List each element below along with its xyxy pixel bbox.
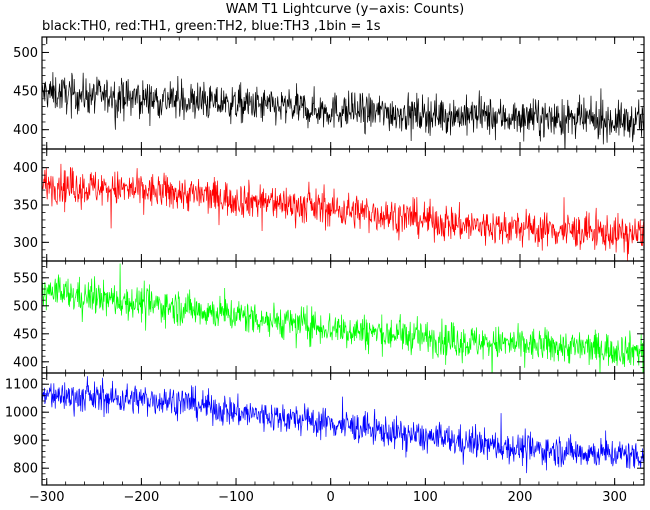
x-tick-label: −300 — [29, 490, 65, 505]
x-tick-label: 300 — [602, 490, 627, 505]
y-tick-label: 550 — [13, 271, 38, 286]
series-th3-line — [42, 376, 644, 474]
panel-frame — [41, 148, 645, 262]
chart-subtitle: black:TH0, red:TH1, green:TH2, blue:TH3 … — [42, 19, 381, 34]
y-tick-label: 900 — [13, 434, 38, 449]
series-th0-line — [42, 72, 644, 149]
y-tick-label: 500 — [13, 299, 38, 314]
series-th1-line — [42, 163, 644, 261]
y-tick-label: 450 — [13, 85, 38, 100]
series-th2-line — [42, 263, 644, 373]
panel-th1: 300 350 400 — [13, 148, 645, 262]
panel-th0: 400 450 500 — [13, 36, 645, 150]
y-tick-label: 1100 — [5, 378, 38, 393]
panels-layer: 400 450 500 300 350 400 400 450 500 550 800 900 1000… — [5, 36, 645, 486]
x-tick-label: −100 — [218, 490, 254, 505]
y-tick-label: 400 — [13, 355, 38, 370]
y-tick-label: 500 — [13, 46, 38, 61]
x-tick-label: 0 — [327, 490, 335, 505]
x-tick-label: 100 — [413, 490, 438, 505]
y-tick-label: 300 — [13, 236, 38, 251]
y-tick-label: 800 — [13, 462, 38, 477]
y-tick-label: 350 — [13, 199, 38, 214]
x-tick-label: −200 — [124, 490, 160, 505]
panel-th3: 800 900 1000 1100 — [5, 372, 645, 486]
y-tick-label: 400 — [13, 161, 38, 176]
y-tick-label: 400 — [13, 123, 38, 138]
panel-th2: 400 450 500 550 — [13, 260, 645, 374]
chart-title: WAM T1 Lightcurve (y−axis: Counts) — [226, 2, 464, 17]
y-tick-label: 1000 — [5, 406, 38, 421]
y-tick-label: 450 — [13, 327, 38, 342]
x-axis: −300 −200 −100 0 100 200 300 — [29, 490, 627, 505]
x-tick-label: 200 — [508, 490, 533, 505]
